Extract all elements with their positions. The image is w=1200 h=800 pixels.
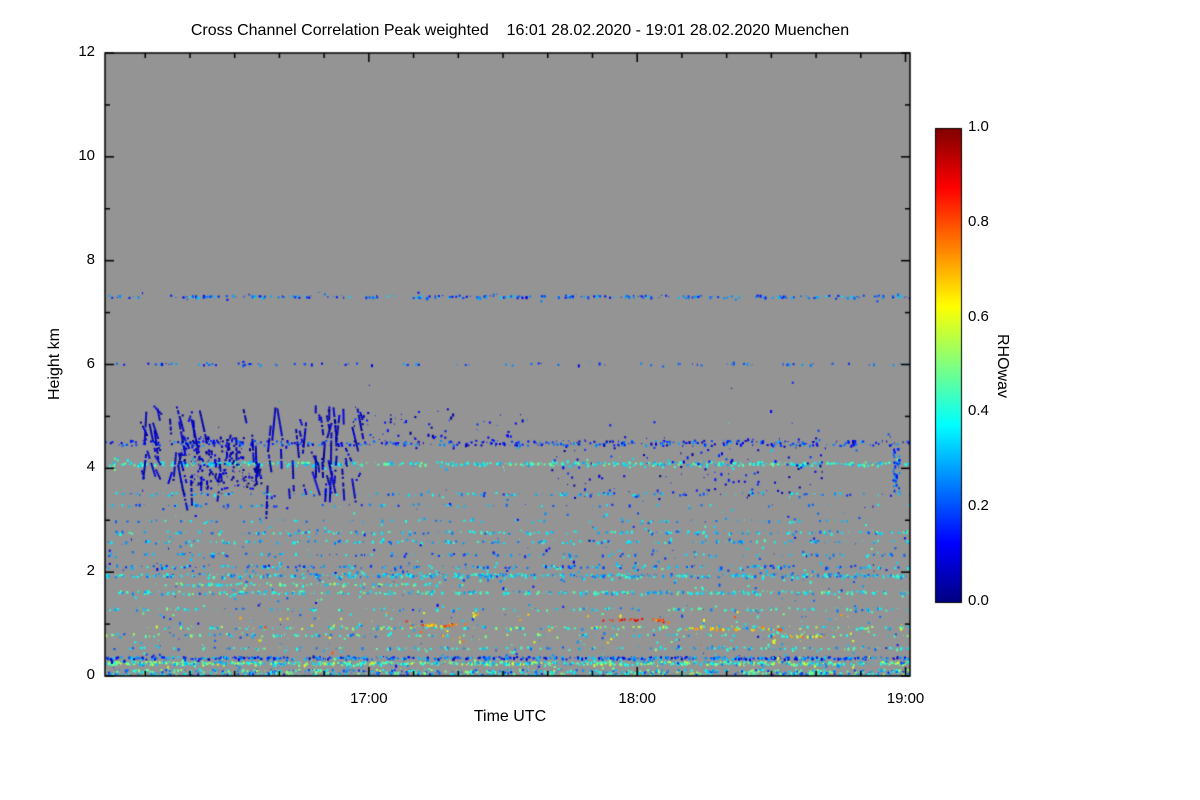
- colorbar-label: RHOwav: [994, 333, 1011, 399]
- y-tick-label: 2: [86, 562, 95, 580]
- colorbar-tick-label: 0.2: [968, 497, 989, 515]
- colorbar-tick-label: 1.0: [968, 118, 989, 135]
- colorbar-tick-label: 0.0: [968, 592, 989, 609]
- colorbar-tick-label: 0.6: [968, 307, 989, 325]
- x-tick-label: 18:00: [618, 690, 656, 707]
- x-axis-label: Time UTC: [473, 708, 547, 725]
- colorbar-tick-label: 0.8: [968, 212, 989, 230]
- chart-title: Cross Channel Correlation Peak weighted …: [190, 22, 850, 39]
- x-tick-label: 17:00: [350, 690, 388, 707]
- y-tick-label: 6: [86, 354, 95, 372]
- y-tick-label: 0: [86, 666, 95, 683]
- x-tick-label: 19:00: [886, 690, 925, 707]
- y-tick-label: 12: [78, 43, 95, 60]
- colorbar-tick-label: 0.4: [968, 402, 989, 420]
- y-tick-label: 10: [78, 146, 95, 164]
- y-tick-label: 8: [86, 250, 95, 268]
- y-tick-label: 4: [86, 458, 95, 476]
